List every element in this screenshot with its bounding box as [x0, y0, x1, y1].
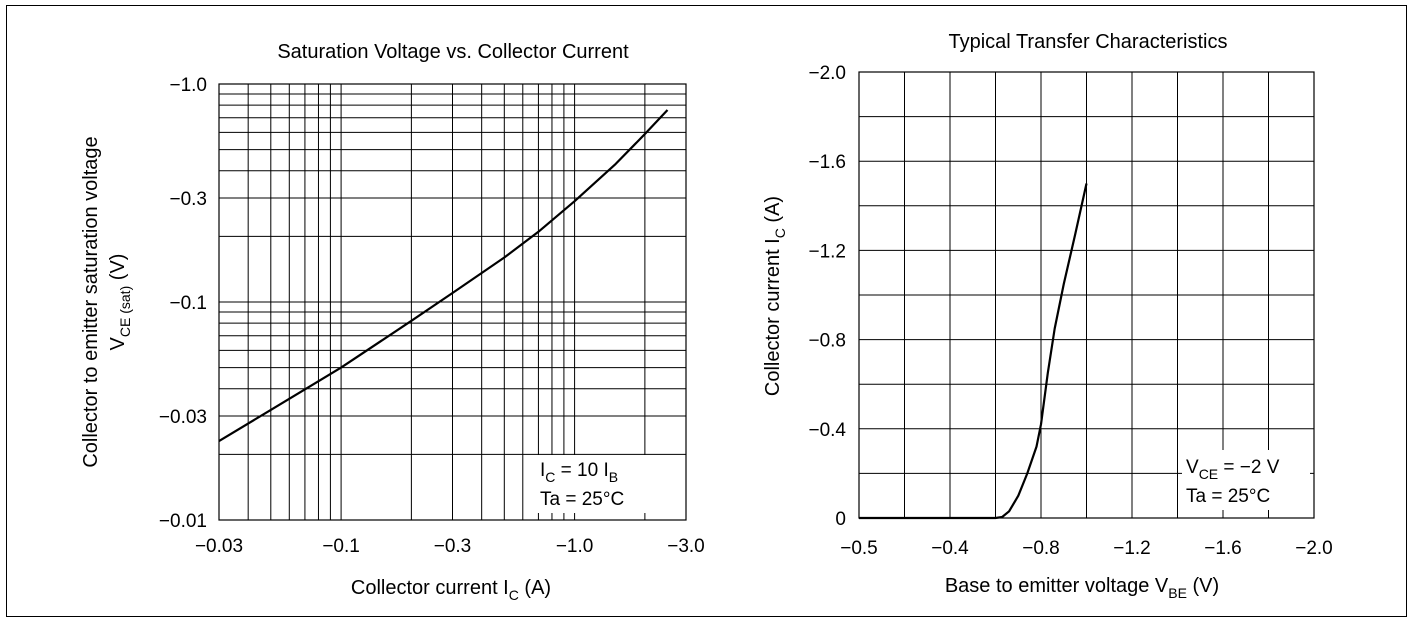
svg-text:VCE (sat) (V): VCE (sat) (V): [107, 254, 133, 351]
chart1-y-tick-label: −0.01: [159, 511, 207, 532]
chart1-x-tick-label: −1.0: [556, 536, 594, 557]
chart2-y-tick-label: −2.0: [808, 63, 846, 84]
chart1-grid: [219, 84, 686, 520]
chart2-x-axis-label: Base to emitter voltage VBE (V): [945, 575, 1219, 601]
chart1-y-tick-label: −0.3: [169, 189, 207, 210]
chart2-series-line: [859, 183, 1088, 520]
chart2-y-ticks: −2.0 −1.6 −1.2 −0.8 −0.4 0: [808, 63, 846, 530]
chart1-y-tick-label: −1.0: [169, 75, 207, 96]
chart2-y-tick-label: −1.6: [808, 152, 846, 173]
chart2-y-tick-label: −1.2: [808, 241, 846, 262]
chart1-y-ticks: −1.0 −0.3 −0.1 −0.03 −0.01: [159, 75, 207, 532]
chart2-x-tick-label: −1.2: [1113, 538, 1151, 559]
chart2-x-tick-label: −0.5: [840, 538, 878, 559]
chart2-x-tick-label: −0.4: [931, 538, 969, 559]
chart2-title: Typical Transfer Characteristics: [949, 31, 1228, 53]
chart2-x-tick-label: −0.8: [1022, 538, 1060, 559]
chart1-x-ticks: −0.03 −0.1 −0.3 −1.0 −3.0: [195, 536, 705, 557]
chart2-series: [859, 183, 1088, 520]
figure-frame: [6, 5, 1407, 617]
chart2-x-tick-label: −1.6: [1204, 538, 1242, 559]
svg-text:Ta = 25°C: Ta = 25°C: [1186, 486, 1270, 507]
chart1-annotation: IC = 10 IB Ta = 25°C: [536, 455, 662, 513]
svg-text:Ta = 25°C: Ta = 25°C: [540, 489, 624, 510]
svg-text:Collector current IC (A): Collector current IC (A): [762, 196, 788, 396]
chart1-series: [218, 109, 669, 443]
chart1-y-axis-label: Collector to emitter saturation voltage …: [80, 136, 133, 467]
svg-text:IC = 10 IB: IC = 10 IB: [540, 460, 618, 485]
chart1-y-tick-label: −0.03: [159, 407, 207, 428]
chart1-y-tick-label: −0.1: [169, 293, 207, 314]
chart1-plot-frame: [218, 83, 687, 521]
chart1-x-tick-label: −3.0: [667, 536, 705, 557]
svg-text:Collector to emitter saturatio: Collector to emitter saturation voltage: [80, 136, 102, 467]
chart1-x-tick-label: −0.1: [322, 536, 360, 557]
chart2-plot-frame: [858, 71, 1315, 519]
chart2-y-tick-label: 0: [835, 509, 846, 530]
chart2-y-tick-label: −0.8: [808, 331, 846, 352]
chart1-series-line: [218, 109, 669, 443]
chart1-x-tick-label: −0.03: [195, 536, 243, 557]
svg-text:VCE = −2 V: VCE = −2 V: [1186, 457, 1280, 482]
chart2-x-ticks: −0.5 −0.4 −0.8 −1.2 −1.6 −2.0: [840, 538, 1333, 559]
chart1-title: Saturation Voltage vs. Collector Current: [277, 41, 629, 63]
chart1-x-axis-label: Collector current IC (A): [351, 577, 551, 603]
chart1-x-tick-label: −0.3: [434, 536, 472, 557]
chart2-y-tick-label: −0.4: [808, 420, 846, 441]
chart2-x-tick-label: −2.0: [1295, 538, 1333, 559]
chart2-grid: [859, 72, 1314, 518]
chart2-y-axis-label: Collector current IC (A): [762, 196, 788, 396]
chart2-annotation: VCE = −2 V Ta = 25°C: [1182, 450, 1310, 510]
